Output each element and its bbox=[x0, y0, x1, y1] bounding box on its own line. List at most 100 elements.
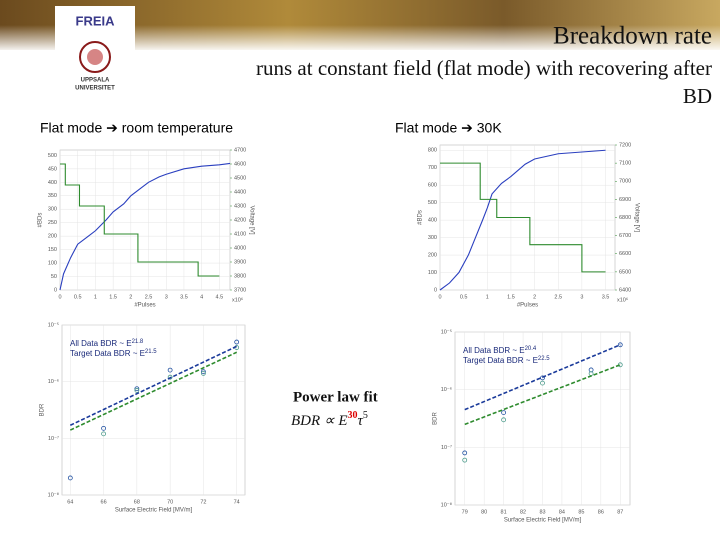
y-tick-label: 10⁻⁵ bbox=[441, 328, 452, 335]
left-heading: Flat mode ➔ room temperature bbox=[40, 120, 233, 136]
y-tick-label: 10⁻⁶ bbox=[48, 378, 59, 385]
y-tick-label: 150 bbox=[48, 247, 57, 253]
data-point bbox=[167, 367, 173, 373]
x-tick-label: 85 bbox=[578, 509, 584, 515]
logo-seal bbox=[79, 41, 111, 73]
y-tick-label: 300 bbox=[48, 207, 57, 213]
x-tick-label: 4 bbox=[200, 294, 203, 300]
x-tick-label: 0.5 bbox=[460, 294, 468, 300]
annotation-exponent: 20.4 bbox=[525, 346, 537, 352]
data-point bbox=[201, 369, 206, 375]
y-tick-label: 10⁻⁸ bbox=[48, 491, 59, 498]
y2-tick-label: 7200 bbox=[619, 142, 631, 148]
logo-freia: FREIA bbox=[76, 13, 116, 28]
annotation-exponent: 21.5 bbox=[145, 349, 157, 355]
data-point bbox=[134, 386, 140, 392]
x-tick-label: 2 bbox=[533, 294, 536, 300]
x-tick-label: 3 bbox=[580, 294, 583, 300]
y2-tick-label: 4200 bbox=[234, 217, 246, 223]
y2-tick-label: 4500 bbox=[234, 175, 246, 181]
x-tick-label: 64 bbox=[67, 499, 73, 505]
y-tick-label: 200 bbox=[428, 253, 437, 259]
data-point bbox=[462, 457, 468, 463]
annotation-text: All Data BDR ~ E bbox=[463, 346, 525, 355]
data-point bbox=[234, 339, 240, 345]
x-tick-label: 70 bbox=[167, 499, 173, 505]
plot-area bbox=[59, 149, 231, 291]
data-point bbox=[67, 475, 73, 481]
annotation-exponent: 22.5 bbox=[538, 356, 550, 362]
y2-tick-label: 3700 bbox=[234, 287, 246, 293]
y2-axis-label: Voltage [V] bbox=[248, 205, 254, 234]
data-point bbox=[201, 370, 206, 376]
y-tick-label: 10⁻⁸ bbox=[441, 501, 452, 508]
y2-tick-label: 3800 bbox=[234, 273, 246, 279]
y2-tick-label: 7100 bbox=[619, 161, 631, 167]
x-tick-label: 1.5 bbox=[507, 294, 515, 300]
y2-tick-label: 6500 bbox=[619, 269, 631, 275]
y2-tick-label: 3900 bbox=[234, 259, 246, 265]
chart: 64 66 68 70 72 74 10⁻⁸ 10⁻⁷ 10⁻⁶ 10⁻⁵ Surface Elec… bbox=[40, 321, 246, 514]
y-tick-label: 0 bbox=[434, 287, 437, 293]
fit-line bbox=[464, 364, 621, 426]
x-tick-label: 2.5 bbox=[554, 294, 562, 300]
y2-tick-label: 4100 bbox=[234, 231, 246, 237]
y-axis-label: BDR bbox=[40, 403, 46, 416]
y-tick-label: 10⁻⁶ bbox=[441, 386, 452, 393]
title: Breakdown rate bbox=[553, 23, 712, 50]
data-point bbox=[134, 388, 140, 393]
fit-line bbox=[464, 344, 621, 411]
y-axis-label: #BDs bbox=[418, 210, 424, 225]
x-tick-label: 83 bbox=[539, 509, 545, 515]
annotation-exponent: 21.8 bbox=[132, 339, 144, 345]
y-tick-label: 500 bbox=[48, 153, 57, 159]
y2-tick-label: 6600 bbox=[619, 251, 631, 257]
x-axis-label: #Pulses bbox=[517, 303, 538, 309]
data-point bbox=[101, 431, 106, 437]
x-tick-label: 84 bbox=[559, 509, 565, 515]
x-tick-label: 3.5 bbox=[602, 294, 610, 300]
x-tick-label: 0 bbox=[438, 294, 441, 300]
x-tick-label: 87 bbox=[617, 509, 623, 515]
formula-lhs: BDR ∝ E bbox=[291, 413, 348, 429]
y2-tick-label: 6900 bbox=[619, 197, 631, 203]
formula-title: Power law fit bbox=[293, 389, 378, 405]
x-tick-label: 68 bbox=[134, 499, 140, 505]
data-point bbox=[501, 417, 507, 423]
logo-uppsala: UPPSALA bbox=[81, 78, 110, 84]
y-tick-label: 300 bbox=[428, 235, 437, 241]
y2-tick-label: 6800 bbox=[619, 215, 631, 221]
plot-area bbox=[61, 324, 246, 496]
y-tick-label: 700 bbox=[428, 165, 437, 171]
y-tick-label: 500 bbox=[428, 200, 437, 206]
x-tick-label: 4.5 bbox=[216, 294, 224, 300]
y-tick-label: 10⁻⁵ bbox=[48, 321, 59, 328]
x-tick-label: 79 bbox=[462, 509, 468, 515]
logo-uppsala: UNIVERSITET bbox=[75, 86, 115, 92]
y-tick-label: 350 bbox=[48, 193, 57, 199]
y2-tick-label: 4400 bbox=[234, 189, 246, 195]
y-tick-label: 200 bbox=[48, 234, 57, 240]
x-tick-label: 66 bbox=[101, 499, 107, 505]
chart: 0 0.5 1 1.5 2 2.5 3 3.5 0 100 200 300 400 500 600 700 80… bbox=[418, 142, 640, 308]
logo-seal-inner bbox=[87, 49, 103, 65]
annotation: Target Data BDR ~ E21.5 bbox=[70, 349, 157, 359]
y2-tick-label: 4300 bbox=[234, 203, 246, 209]
formula-exp: 30 bbox=[348, 410, 358, 421]
y-tick-label: 10⁻⁷ bbox=[441, 444, 452, 451]
fit-line bbox=[69, 345, 238, 426]
data-line bbox=[59, 162, 231, 291]
x-tick-label: 0.5 bbox=[74, 294, 82, 300]
x-tick-label: 86 bbox=[598, 509, 604, 515]
formula-tau: τ bbox=[358, 413, 364, 429]
subtitle: BD bbox=[683, 84, 712, 108]
y-tick-label: 450 bbox=[48, 166, 57, 172]
y-tick-label: 10⁻⁷ bbox=[48, 435, 59, 442]
y-tick-label: 100 bbox=[48, 261, 57, 267]
y2-tick-label: 4600 bbox=[234, 161, 246, 167]
data-line bbox=[439, 149, 606, 291]
data-point bbox=[101, 425, 106, 431]
subtitle: runs at constant field (flat mode) with … bbox=[256, 56, 712, 80]
data-line bbox=[60, 163, 220, 277]
data-line bbox=[440, 162, 606, 273]
